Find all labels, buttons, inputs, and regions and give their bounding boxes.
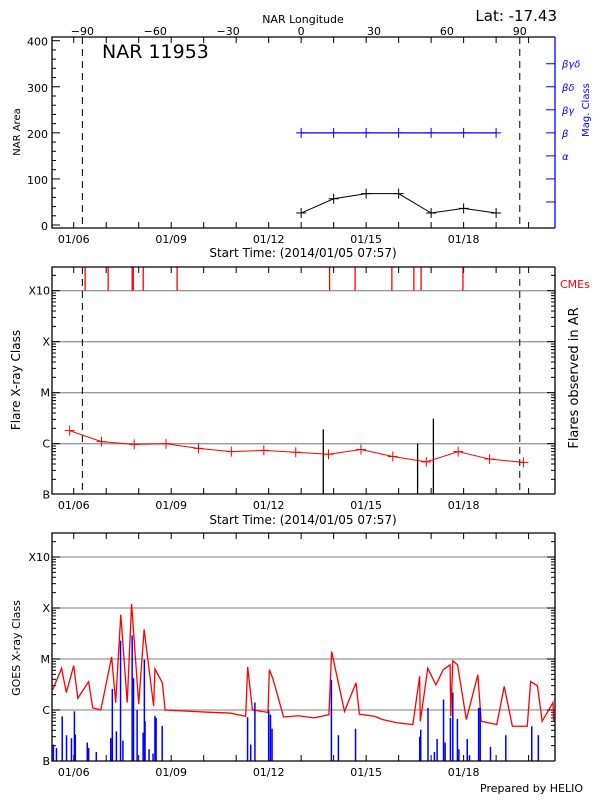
mag-class-tick-label: α [562, 152, 569, 163]
x-tick-label: 01/15 [350, 499, 382, 512]
flare-class-point [129, 439, 140, 450]
top-axis-tick-label: 60 [440, 25, 454, 38]
y-tick-label: M [41, 653, 51, 666]
flare-class-point [355, 444, 366, 455]
x-tick-label: 01/06 [58, 766, 90, 779]
plot-frame [51, 532, 555, 762]
x-tick-label: 01/15 [350, 766, 382, 779]
goes-flux-line [52, 603, 555, 727]
top-axis-tick-label: −60 [144, 25, 167, 38]
x-axis-label-panel1: Start Time: (2014/01/05 07:57) [209, 246, 396, 260]
y-tick-label: C [42, 438, 50, 451]
flare-class-point [96, 436, 107, 447]
region-title: NAR 11953 [102, 41, 209, 63]
flare-class-point [323, 449, 334, 460]
x-tick-label: 01/18 [448, 499, 480, 512]
top-axis-label: NAR Longitude [262, 13, 344, 26]
x-tick-label: 01/18 [448, 766, 480, 779]
y-tick-label: C [42, 704, 50, 717]
y-tick-label: 200 [27, 128, 48, 141]
y-tick-label: 0 [41, 220, 48, 233]
cme-label: CMEs [560, 278, 590, 291]
mag-class-tick-label: βγ [561, 106, 575, 117]
top-axis-tick-label: 0 [298, 25, 305, 38]
right-axis-label-ar-flares: Flares observed in AR [567, 307, 582, 448]
area-point [491, 208, 502, 219]
area-point [328, 193, 339, 204]
y-tick-label: B [42, 755, 50, 768]
mag-class-point [491, 127, 502, 138]
x-axis-label-panel2: Start Time: (2014/01/05 07:57) [209, 513, 396, 527]
mag-class-point [328, 127, 339, 138]
flare-class-point [484, 454, 495, 465]
area-point [458, 203, 469, 214]
mag-class-point [361, 127, 372, 138]
x-tick-label: 01/12 [253, 233, 285, 246]
flare-class-point [518, 457, 529, 468]
footer-credit: Prepared by HELIO [480, 782, 583, 795]
y-axis-label-flare-class: Flare X-ray Class [9, 330, 23, 430]
y-tick-label: 300 [27, 82, 48, 95]
area-point [361, 188, 372, 199]
y-tick-label: X [42, 336, 50, 349]
flare-class-point [421, 456, 432, 467]
mag-class-point [458, 127, 469, 138]
top-axis-tick-label: 90 [513, 25, 527, 38]
x-tick-label: 01/06 [58, 499, 90, 512]
flare-class-point [290, 447, 301, 458]
x-tick-label: 01/18 [448, 233, 480, 246]
latitude-label: Lat: -17.43 [475, 7, 557, 25]
flare-class-point [226, 446, 237, 457]
x-tick-label: 01/15 [350, 233, 382, 246]
top-axis-tick-label: 30 [367, 25, 381, 38]
y-tick-label: 100 [27, 174, 48, 187]
y-axis-label-goes-class: GOES X-ray Class [10, 600, 23, 696]
top-axis-tick-label: −30 [217, 25, 240, 38]
area-point [426, 208, 437, 219]
y-tick-label: M [41, 387, 51, 400]
mag-class-tick-label: βδ [561, 83, 575, 94]
plot-frame [51, 266, 555, 495]
area-point [393, 188, 404, 199]
flare-class-point [193, 443, 204, 454]
x-tick-label: 01/06 [58, 233, 90, 246]
y-axis-label-area: NAR Area [12, 108, 23, 155]
area-point [296, 208, 307, 219]
y-tick-label: X10 [28, 551, 50, 564]
x-tick-label: 01/12 [253, 499, 285, 512]
flare-class-point [387, 451, 398, 462]
mag-class-tick-label: βγδ [561, 60, 580, 71]
y-tick-label: X10 [28, 285, 50, 298]
mag-class-tick-label: β [561, 129, 569, 140]
top-axis-tick-label: −90 [71, 25, 94, 38]
x-tick-label: 01/09 [155, 233, 187, 246]
y-tick-label: 400 [27, 36, 48, 49]
flare-class-point [64, 425, 75, 436]
flare-class-point [258, 445, 269, 456]
x-tick-label: 01/09 [155, 499, 187, 512]
mag-class-point [296, 127, 307, 138]
mag-class-point [426, 127, 437, 138]
flare-class-point [453, 446, 464, 457]
y-tick-label: X [42, 602, 50, 615]
mag-class-point [393, 127, 404, 138]
x-tick-label: 01/09 [155, 766, 187, 779]
flare-class-point [161, 438, 172, 449]
right-axis-label-mag-class: Mag. Class [581, 83, 592, 137]
x-tick-label: 01/12 [253, 766, 285, 779]
y-tick-label: B [42, 489, 50, 502]
